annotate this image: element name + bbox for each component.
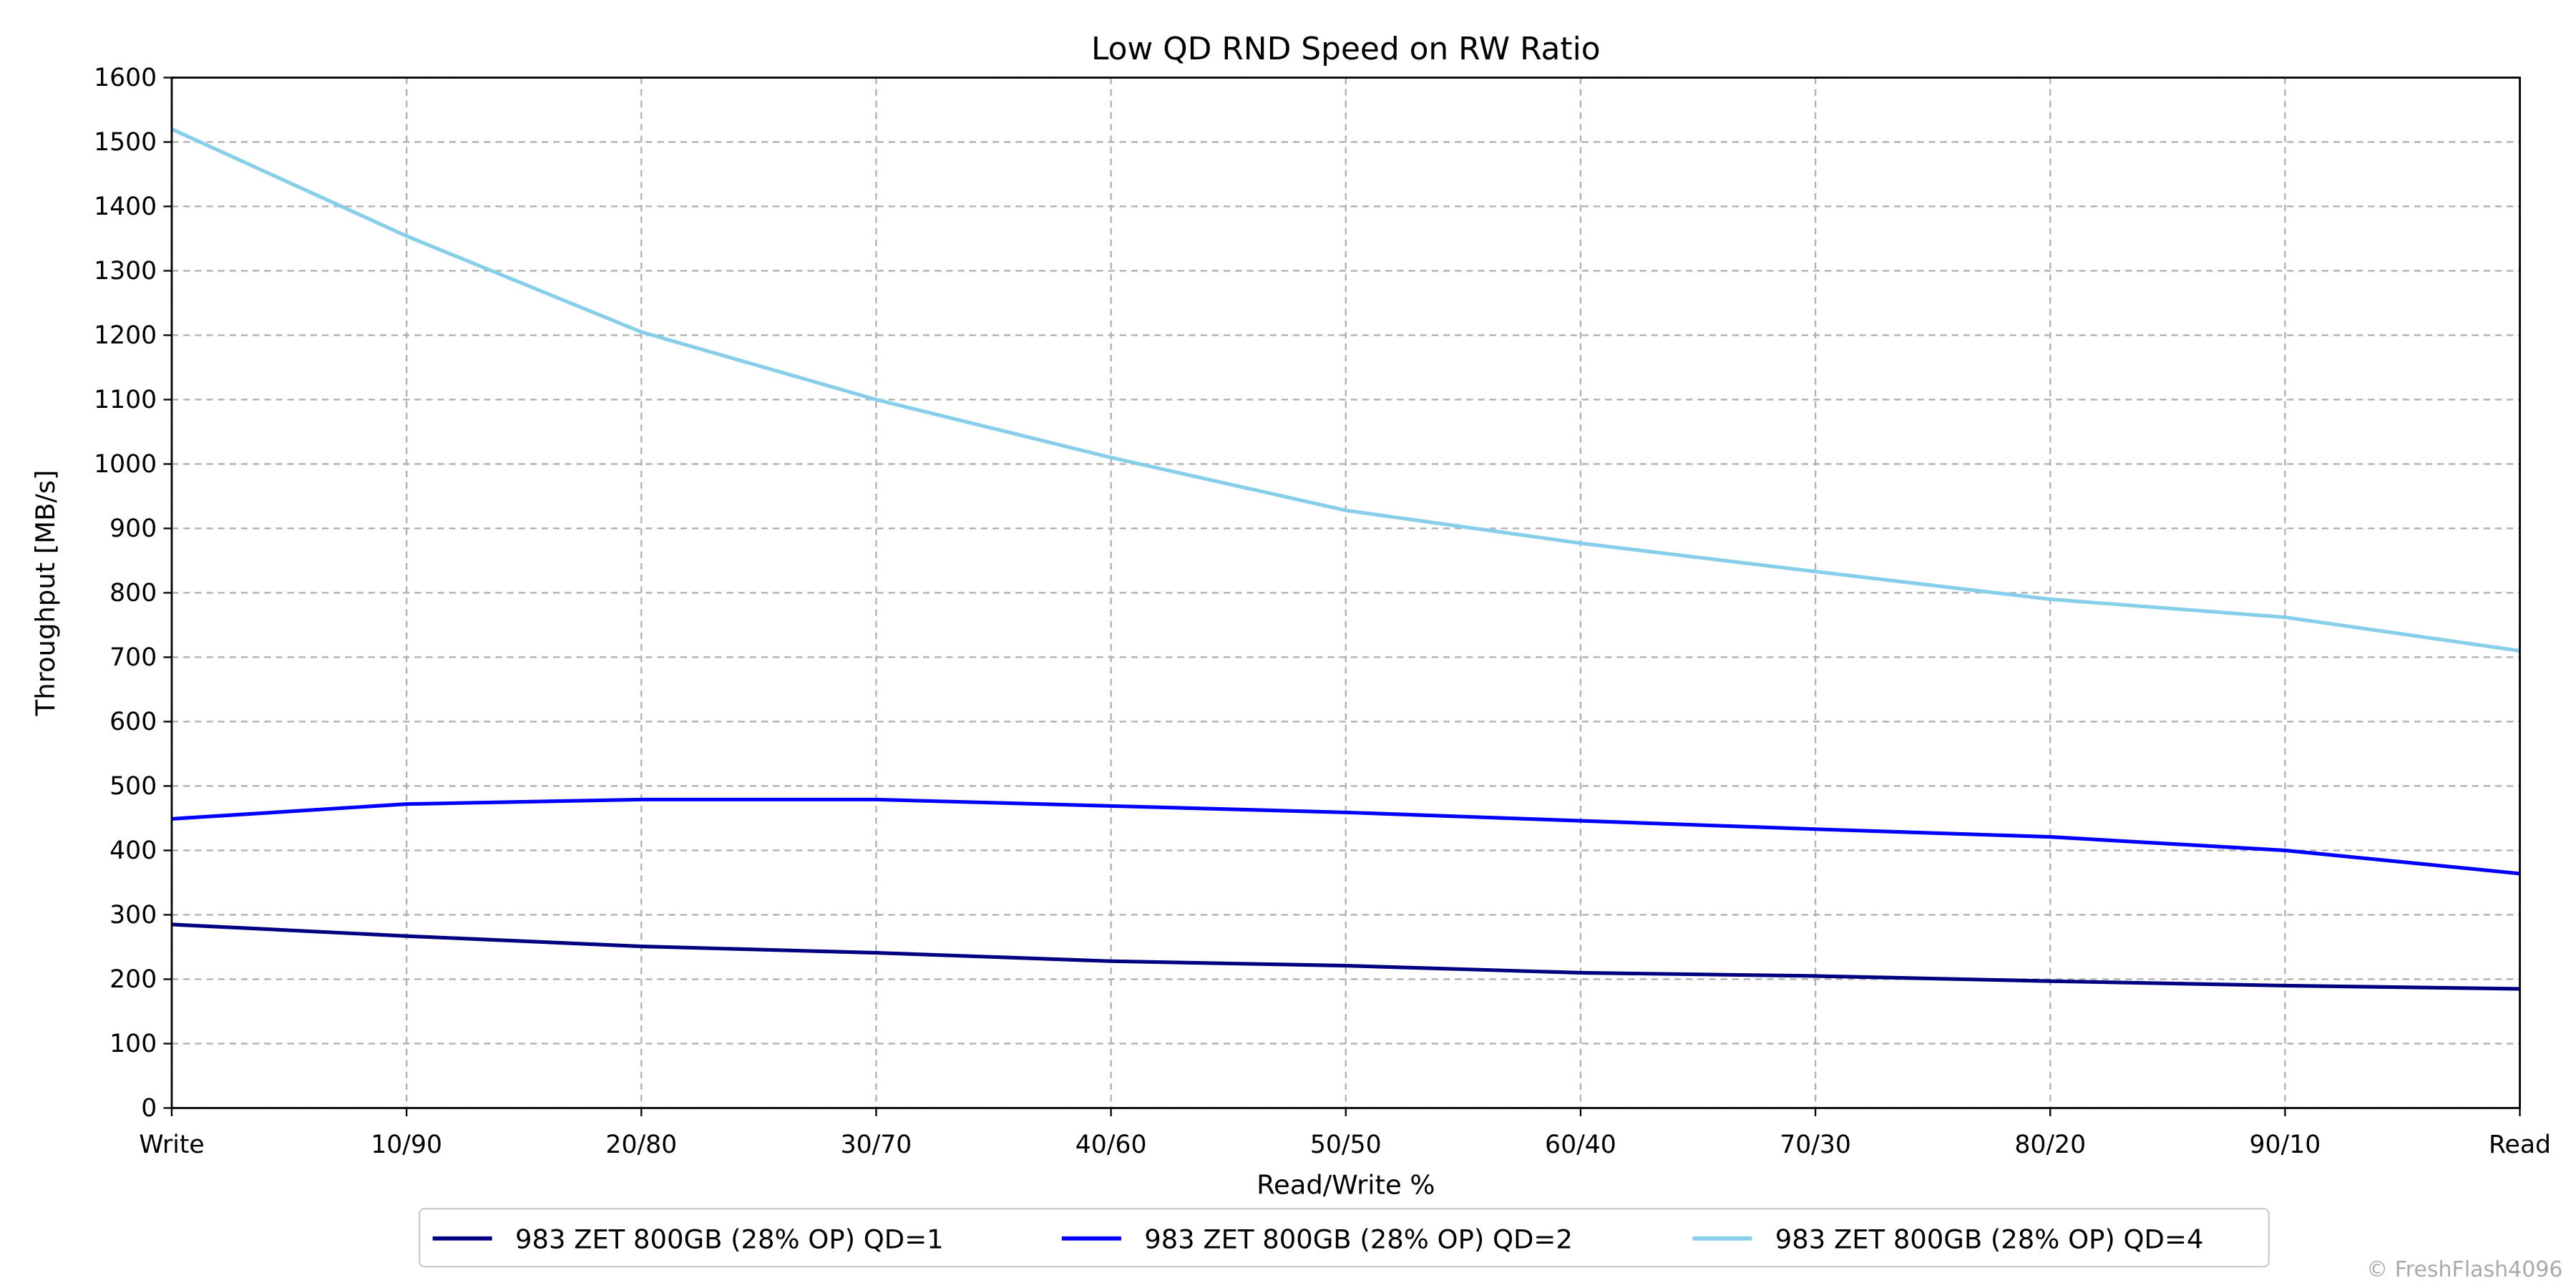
x-tick-label: 30/70 [841, 1131, 912, 1159]
y-tick-label: 100 [109, 1030, 157, 1058]
y-tick-label: 1600 [94, 64, 157, 92]
y-tick-label: 800 [109, 579, 157, 608]
y-tick-label: 200 [109, 965, 157, 994]
x-tick-label: Write [139, 1131, 204, 1159]
x-tick-label: 90/10 [2250, 1131, 2321, 1159]
y-tick-label: 1200 [94, 321, 157, 350]
x-tick-label: 80/20 [2014, 1131, 2086, 1159]
x-tick-label: 70/30 [1780, 1131, 1851, 1159]
series-line-qd2 [171, 797, 2520, 876]
legend: 983 ZET 800GB (28% OP) QD=1 983 ZET 800GB… [419, 1208, 2270, 1268]
legend-box [419, 1208, 2270, 1268]
chart-title: Low QD RND Speed on RW Ratio [1091, 31, 1601, 67]
y-tick-label: 500 [109, 772, 157, 801]
legend-label: 983 ZET 800GB (28% OP) QD=2 [1144, 1224, 1573, 1255]
watermark: © FreshFlash4096 [2366, 1257, 2562, 1282]
y-tick-label: 300 [109, 901, 157, 930]
x-tick-label: Read [2489, 1131, 2551, 1159]
y-axis-label: Throughput [MB/s] [30, 470, 61, 717]
y-tick-label: 900 [109, 514, 157, 543]
x-tick-label: 10/90 [371, 1131, 442, 1159]
legend-label: 983 ZET 800GB (28% OP) QD=4 [1775, 1224, 2204, 1255]
y-tick-label: 400 [109, 836, 157, 865]
y-tick-label: 0 [141, 1094, 157, 1123]
y-tick-label: 1000 [94, 450, 157, 479]
x-tick-label: 40/60 [1075, 1131, 1147, 1159]
x-tick-label: 60/40 [1545, 1131, 1616, 1159]
x-tick-label: 50/50 [1310, 1131, 1382, 1159]
y-tick-label: 1300 [94, 257, 157, 286]
y-ticks: 0 100 200 300 400 500 600 700 800 900 1000 1100 1200… [94, 64, 172, 1123]
y-tick-label: 1500 [94, 128, 157, 157]
grid [170, 77, 2521, 1109]
y-tick-label: 600 [109, 708, 157, 736]
x-axis-label: Read/Write % [1257, 1169, 1435, 1200]
y-tick-label: 1400 [94, 192, 157, 221]
legend-label: 983 ZET 800GB (28% OP) QD=1 [515, 1224, 944, 1255]
series-lines [170, 127, 2520, 991]
y-tick-label: 1100 [94, 386, 157, 414]
y-tick-label: 700 [109, 643, 157, 672]
x-ticks: Write 10/90 20/80 30/70 40/60 50/50 60/40 70/30… [139, 1108, 2551, 1159]
x-tick-label: 20/80 [605, 1131, 677, 1159]
